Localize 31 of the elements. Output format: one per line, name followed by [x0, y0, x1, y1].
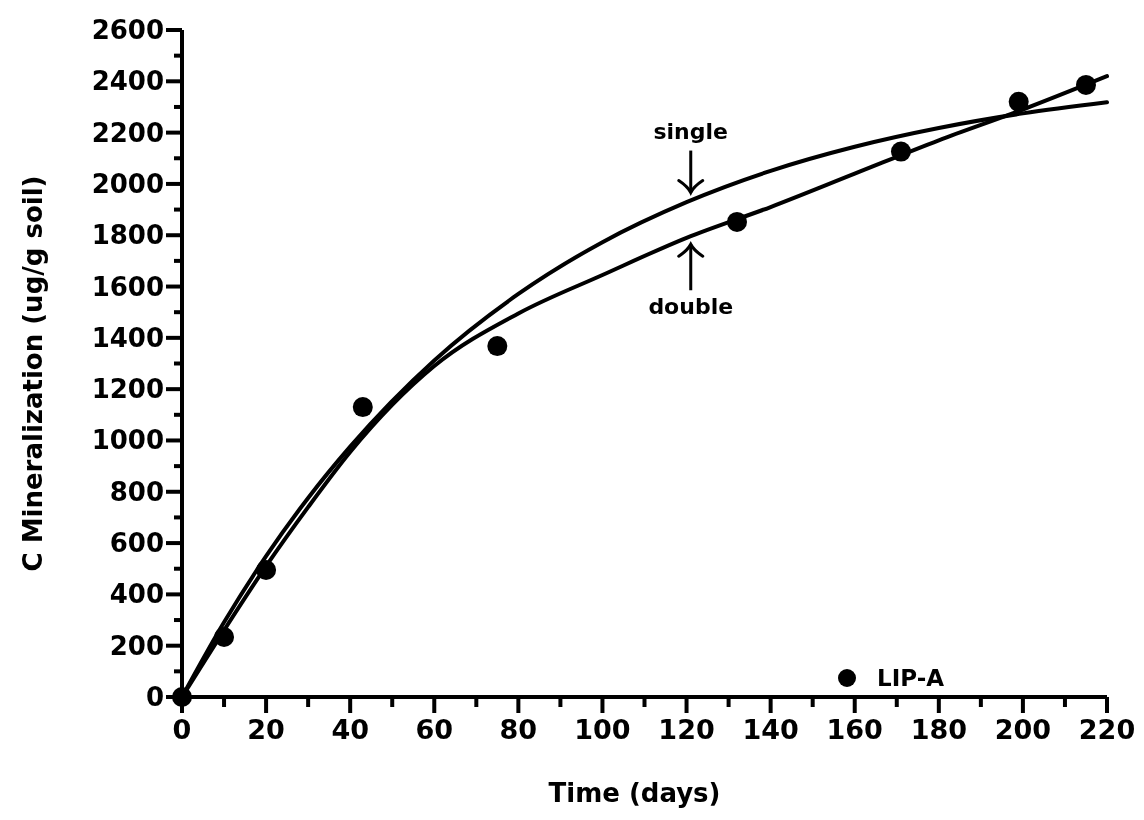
y-tick-label: 1400: [91, 322, 164, 353]
y-tick-label: 1000: [91, 425, 164, 456]
y-tick-label: 1600: [91, 271, 164, 302]
y-tick-label: 1800: [91, 220, 164, 251]
y-tick-label: 800: [109, 476, 164, 507]
x-tick-label: 220: [1078, 714, 1136, 745]
annotation: double: [648, 294, 734, 320]
x-tick-label: 80: [499, 714, 538, 745]
y-axis-title: C Mineralization (ug/g soil): [18, 175, 48, 572]
x-tick-label: 120: [658, 714, 715, 745]
x-tick-label: 0: [172, 714, 192, 745]
y-tick-label: 400: [109, 579, 164, 610]
y-tick-label: 0: [145, 682, 164, 712]
x-axis-title: Time (days): [548, 778, 721, 808]
y-tick-label: 200: [109, 630, 164, 661]
x-tick-label: 20: [247, 714, 285, 745]
x-tick-label: 40: [331, 714, 369, 745]
y-tick-label: 2400: [91, 66, 164, 97]
y-tick-label: 600: [109, 528, 164, 559]
x-tick-label: 60: [415, 714, 454, 745]
y-tick-label: 2000: [91, 168, 164, 199]
x-tick-label: 200: [994, 714, 1052, 745]
x-tick-label: 140: [742, 714, 799, 745]
y-tick-label: 2200: [91, 117, 164, 148]
x-tick-label: 180: [910, 714, 968, 745]
x-tick-label: 160: [826, 714, 883, 745]
legend-label: LIP-A: [877, 665, 945, 691]
y-tick-label: 1200: [91, 374, 164, 405]
x-tick-label: 100: [574, 714, 631, 745]
y-tick-label: 2600: [91, 15, 164, 45]
annotation: single: [653, 118, 729, 144]
